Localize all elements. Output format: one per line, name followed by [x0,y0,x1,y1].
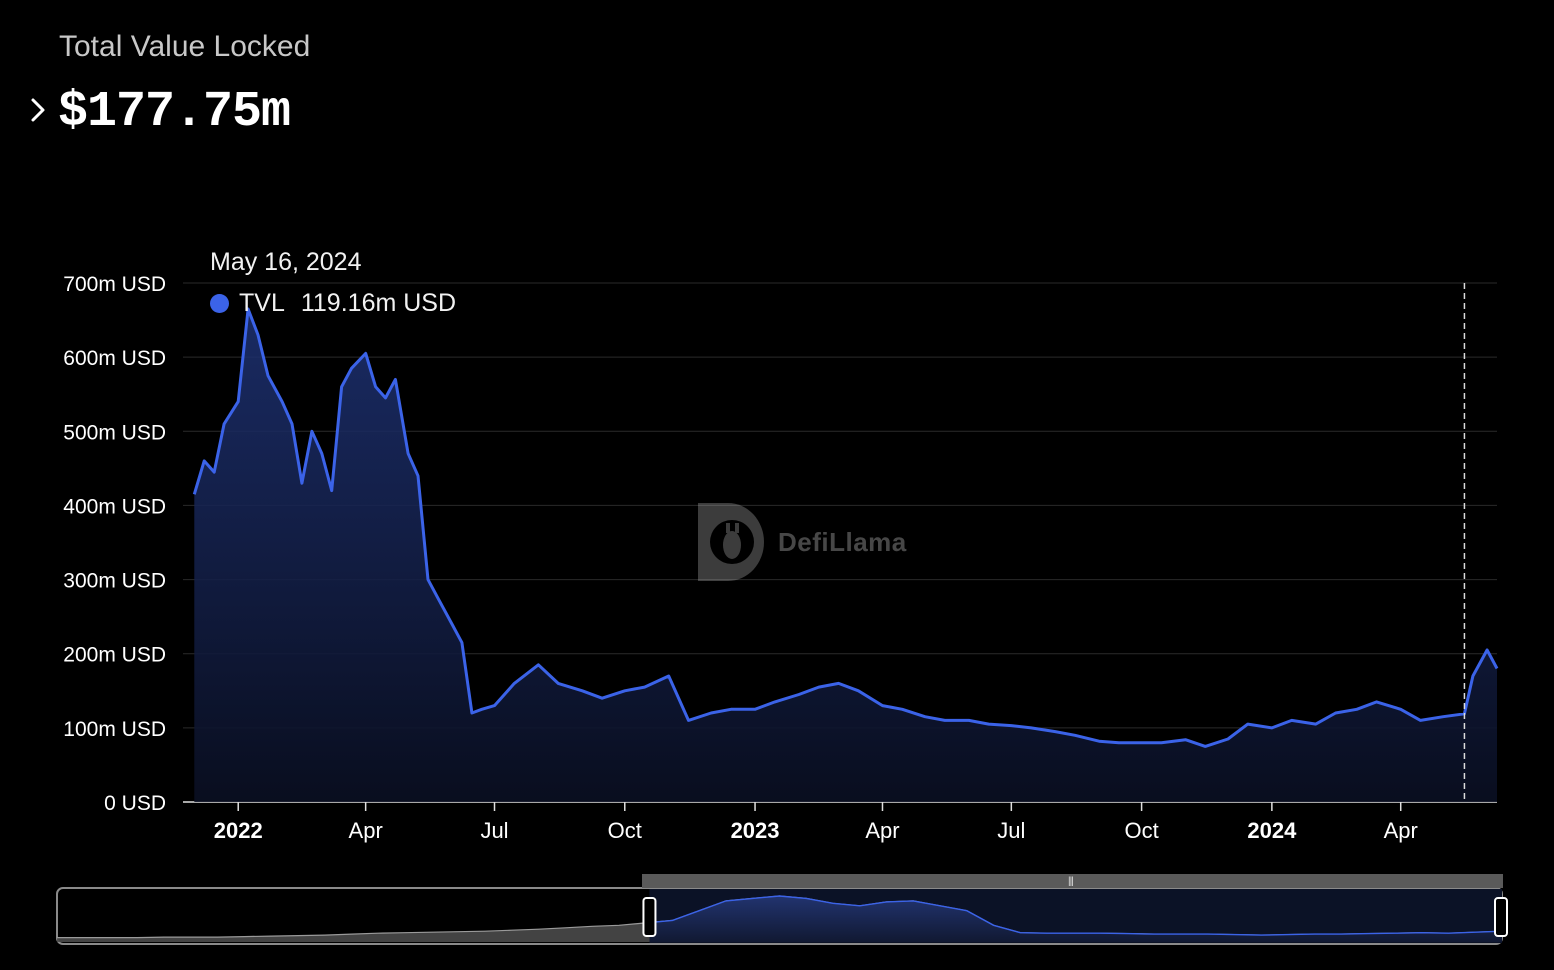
defillama-watermark: DefiLlama [698,503,907,581]
x-tick-label: Oct [1124,818,1158,843]
chevron-right-icon[interactable] [26,94,50,126]
x-tick-label: Apr [865,818,899,843]
tooltip-date: May 16, 2024 [210,248,362,276]
brush-handle-left[interactable] [642,897,657,937]
tvl-area [194,309,1497,802]
tvl-line [192,307,1499,748]
y-tick-label: 100m USD [63,718,166,741]
tvl-value: $177.75m [58,84,291,141]
brush-handle-right[interactable] [1494,897,1508,937]
tvl-series [192,307,1499,802]
tvl-label: Total Value Locked [59,30,311,63]
tooltip-series-name: TVL [239,289,285,317]
series-dot-icon [210,294,229,313]
y-tick-label: 0 USD [104,792,166,815]
x-tick-label: Oct [608,818,642,843]
x-tick-label: Apr [1384,818,1418,843]
y-axis: 0 USD 100m USD 200m USD 300m USD 400m USD 500… [63,273,166,815]
y-tick-label: 200m USD [63,644,166,667]
x-tick-label: 2023 [731,818,780,843]
x-tick-label: Apr [349,818,383,843]
y-tick-label: 600m USD [63,347,166,370]
y-tick-label: 500m USD [63,421,166,444]
tooltip-row: TVL 119.16m USD [210,289,456,318]
x-tick-label: Jul [480,818,508,843]
brush-grip-icon[interactable]: ||| [1068,876,1074,887]
x-tick-label: 2022 [214,818,263,843]
brush-drag-bar[interactable] [642,874,1503,888]
watermark-text: DefiLlama [778,526,907,557]
y-tick-label: 400m USD [63,495,166,518]
x-tick-label: Jul [997,818,1025,843]
x-tick-label: 2024 [1247,818,1297,843]
overview-selected-area [649,896,1502,942]
llama-logo-icon [698,503,764,581]
overview-selected-line [649,895,1502,936]
x-axis: 2022 Apr Jul Oct 2023 Apr Jul Oct 2024 Apr [214,802,1418,843]
y-tick-label: 300m USD [63,570,166,593]
y-tick-label: 700m USD [63,273,166,296]
tooltip-value: 119.16m USD [300,289,457,317]
overview-brush[interactable] [56,887,1508,945]
